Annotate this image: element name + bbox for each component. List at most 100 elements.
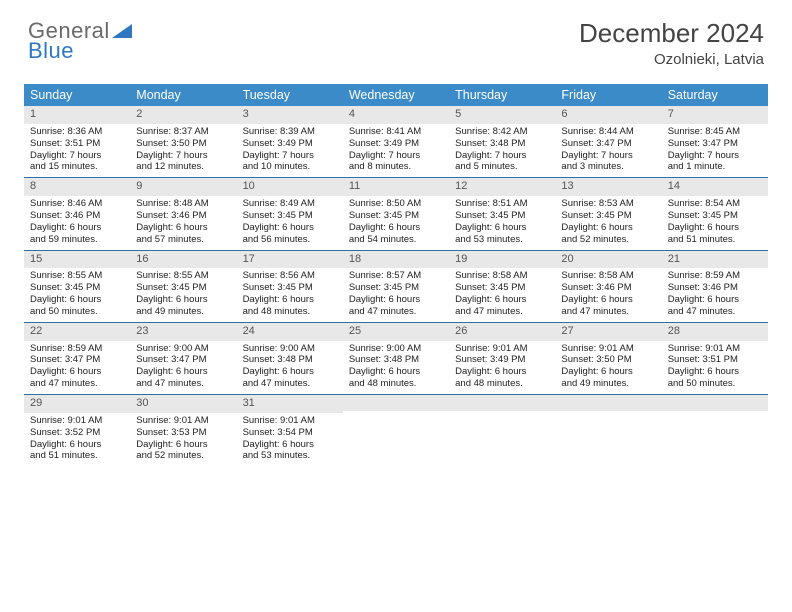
day-number: 31 [237, 395, 343, 413]
day-body: Sunrise: 8:42 AMSunset: 3:48 PMDaylight:… [449, 126, 555, 174]
sunrise-text: Sunrise: 8:45 AM [668, 126, 762, 138]
day-number [343, 395, 449, 411]
day-cell: 26Sunrise: 9:01 AMSunset: 3:49 PMDayligh… [449, 323, 555, 394]
day-number [555, 395, 661, 411]
day-body: Sunrise: 9:01 AMSunset: 3:54 PMDaylight:… [237, 415, 343, 463]
day-body: Sunrise: 9:01 AMSunset: 3:49 PMDaylight:… [449, 343, 555, 391]
day-body: Sunrise: 8:44 AMSunset: 3:47 PMDaylight:… [555, 126, 661, 174]
sunrise-text: Sunrise: 8:55 AM [30, 270, 124, 282]
day-number: 30 [130, 395, 236, 413]
day-cell [449, 395, 555, 466]
day-cell: 11Sunrise: 8:50 AMSunset: 3:45 PMDayligh… [343, 178, 449, 249]
daylight-line1: Daylight: 6 hours [30, 222, 124, 234]
sunrise-text: Sunrise: 9:01 AM [668, 343, 762, 355]
daylight-line1: Daylight: 7 hours [668, 150, 762, 162]
day-number: 1 [24, 106, 130, 124]
day-cell: 30Sunrise: 9:01 AMSunset: 3:53 PMDayligh… [130, 395, 236, 466]
sunrise-text: Sunrise: 8:55 AM [136, 270, 230, 282]
day-body: Sunrise: 8:56 AMSunset: 3:45 PMDaylight:… [237, 270, 343, 318]
sunset-text: Sunset: 3:46 PM [30, 210, 124, 222]
day-cell: 14Sunrise: 8:54 AMSunset: 3:45 PMDayligh… [662, 178, 768, 249]
day-body: Sunrise: 9:00 AMSunset: 3:47 PMDaylight:… [130, 343, 236, 391]
sunset-text: Sunset: 3:45 PM [349, 210, 443, 222]
sunset-text: Sunset: 3:45 PM [455, 210, 549, 222]
day-cell: 2Sunrise: 8:37 AMSunset: 3:50 PMDaylight… [130, 106, 236, 177]
day-number: 7 [662, 106, 768, 124]
calendar: Sunday Monday Tuesday Wednesday Thursday… [24, 84, 768, 466]
day-number: 17 [237, 251, 343, 269]
day-number [449, 395, 555, 411]
daylight-line2: and 57 minutes. [136, 234, 230, 246]
weekday-header: Sunday Monday Tuesday Wednesday Thursday… [24, 84, 768, 106]
daylight-line2: and 1 minute. [668, 161, 762, 173]
daylight-line1: Daylight: 6 hours [136, 366, 230, 378]
day-body: Sunrise: 9:01 AMSunset: 3:50 PMDaylight:… [555, 343, 661, 391]
header: General Blue December 2024 Ozolnieki, La… [0, 0, 792, 74]
daylight-line1: Daylight: 6 hours [668, 294, 762, 306]
daylight-line1: Daylight: 6 hours [561, 222, 655, 234]
day-number: 5 [449, 106, 555, 124]
day-body: Sunrise: 8:51 AMSunset: 3:45 PMDaylight:… [449, 198, 555, 246]
daylight-line1: Daylight: 6 hours [136, 294, 230, 306]
day-body: Sunrise: 8:45 AMSunset: 3:47 PMDaylight:… [662, 126, 768, 174]
sunrise-text: Sunrise: 8:54 AM [668, 198, 762, 210]
sunrise-text: Sunrise: 8:37 AM [136, 126, 230, 138]
day-body: Sunrise: 8:58 AMSunset: 3:46 PMDaylight:… [555, 270, 661, 318]
day-number: 20 [555, 251, 661, 269]
day-number: 12 [449, 178, 555, 196]
day-body: Sunrise: 9:01 AMSunset: 3:51 PMDaylight:… [662, 343, 768, 391]
day-body: Sunrise: 8:59 AMSunset: 3:47 PMDaylight:… [24, 343, 130, 391]
day-cell: 5 Sunrise: 8:42 AMSunset: 3:48 PMDaylight… [449, 106, 555, 177]
daylight-line2: and 59 minutes. [30, 234, 124, 246]
sunrise-text: Sunrise: 8:57 AM [349, 270, 443, 282]
sunset-text: Sunset: 3:47 PM [30, 354, 124, 366]
day-number: 15 [24, 251, 130, 269]
day-number: 4 [343, 106, 449, 124]
sunset-text: Sunset: 3:45 PM [561, 210, 655, 222]
week-row: 29Sunrise: 9:01 AMSunset: 3:52 PMDayligh… [24, 395, 768, 466]
day-number: 27 [555, 323, 661, 341]
day-number [662, 395, 768, 411]
day-cell: 28Sunrise: 9:01 AMSunset: 3:51 PMDayligh… [662, 323, 768, 394]
day-number: 29 [24, 395, 130, 413]
day-body: Sunrise: 8:55 AMSunset: 3:45 PMDaylight:… [24, 270, 130, 318]
day-number: 24 [237, 323, 343, 341]
sunrise-text: Sunrise: 8:50 AM [349, 198, 443, 210]
daylight-line1: Daylight: 6 hours [136, 439, 230, 451]
daylight-line1: Daylight: 6 hours [30, 366, 124, 378]
daylight-line2: and 49 minutes. [136, 306, 230, 318]
sunset-text: Sunset: 3:46 PM [668, 282, 762, 294]
day-cell: 20Sunrise: 8:58 AMSunset: 3:46 PMDayligh… [555, 251, 661, 322]
weekday-fri: Friday [555, 84, 661, 106]
daylight-line2: and 47 minutes. [561, 306, 655, 318]
week-row: 22Sunrise: 8:59 AMSunset: 3:47 PMDayligh… [24, 323, 768, 395]
daylight-line2: and 5 minutes. [455, 161, 549, 173]
sunset-text: Sunset: 3:45 PM [136, 282, 230, 294]
daylight-line1: Daylight: 6 hours [455, 366, 549, 378]
day-body: Sunrise: 8:46 AMSunset: 3:46 PMDaylight:… [24, 198, 130, 246]
day-cell: 31 Sunrise: 9:01 AMSunset: 3:54 PMDayligh… [237, 395, 343, 466]
day-number: 13 [555, 178, 661, 196]
weekday-wed: Wednesday [343, 84, 449, 106]
day-body: Sunrise: 8:55 AMSunset: 3:45 PMDaylight:… [130, 270, 236, 318]
sunrise-text: Sunrise: 8:59 AM [30, 343, 124, 355]
day-body: Sunrise: 8:50 AMSunset: 3:45 PMDaylight:… [343, 198, 449, 246]
day-cell: 29Sunrise: 9:01 AMSunset: 3:52 PMDayligh… [24, 395, 130, 466]
sunrise-text: Sunrise: 9:01 AM [30, 415, 124, 427]
day-number: 16 [130, 251, 236, 269]
daylight-line2: and 47 minutes. [455, 306, 549, 318]
sunrise-text: Sunrise: 8:58 AM [561, 270, 655, 282]
sunset-text: Sunset: 3:54 PM [243, 427, 337, 439]
day-cell: 15Sunrise: 8:55 AMSunset: 3:45 PMDayligh… [24, 251, 130, 322]
daylight-line2: and 52 minutes. [136, 450, 230, 462]
day-body: Sunrise: 9:00 AMSunset: 3:48 PMDaylight:… [343, 343, 449, 391]
sunset-text: Sunset: 3:49 PM [243, 138, 337, 150]
day-number: 25 [343, 323, 449, 341]
logo: General Blue [28, 18, 132, 64]
day-cell [343, 395, 449, 466]
day-number: 6 [555, 106, 661, 124]
day-cell: 1Sunrise: 8:36 AMSunset: 3:51 PMDaylight… [24, 106, 130, 177]
sunrise-text: Sunrise: 8:44 AM [561, 126, 655, 138]
sunrise-text: Sunrise: 8:48 AM [136, 198, 230, 210]
sunset-text: Sunset: 3:47 PM [561, 138, 655, 150]
